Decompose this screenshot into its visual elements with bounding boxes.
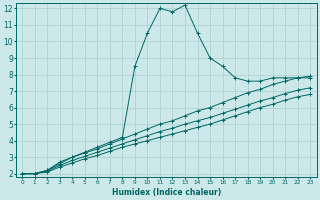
X-axis label: Humidex (Indice chaleur): Humidex (Indice chaleur): [112, 188, 221, 197]
